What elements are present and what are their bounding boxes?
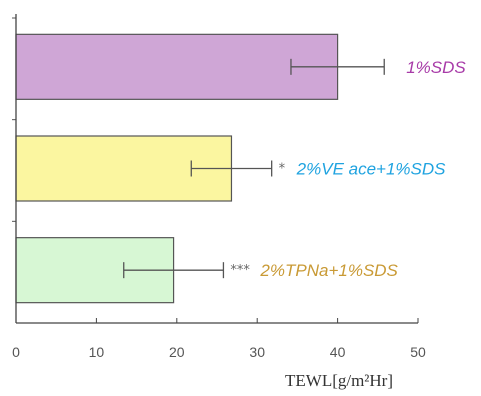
x-tick-label: 10	[89, 344, 105, 360]
x-tick-label: 20	[169, 344, 185, 360]
labels-layer: 1%SDS * 2%VE ace+1%SDS *** 2%TPNa+1%SDS	[230, 58, 466, 280]
bar	[15, 33, 339, 100]
x-tick-label: 0	[12, 344, 20, 360]
x-axis-title: TEWL[g/m²Hr]	[285, 371, 393, 390]
bar-label: 2%VE ace+1%SDS	[296, 160, 446, 179]
significance-marker: *	[279, 162, 286, 177]
axes-layer: 0 10 20 30 40 50	[12, 14, 426, 360]
bar-label: 1%SDS	[406, 58, 466, 77]
significance-marker: ***	[230, 263, 250, 278]
x-tick-label: 40	[330, 344, 346, 360]
bar-label: 2%TPNa+1%SDS	[259, 261, 398, 280]
x-tick-label: 30	[249, 344, 265, 360]
bars-layer	[15, 33, 385, 304]
x-tick-label: 50	[410, 344, 426, 360]
